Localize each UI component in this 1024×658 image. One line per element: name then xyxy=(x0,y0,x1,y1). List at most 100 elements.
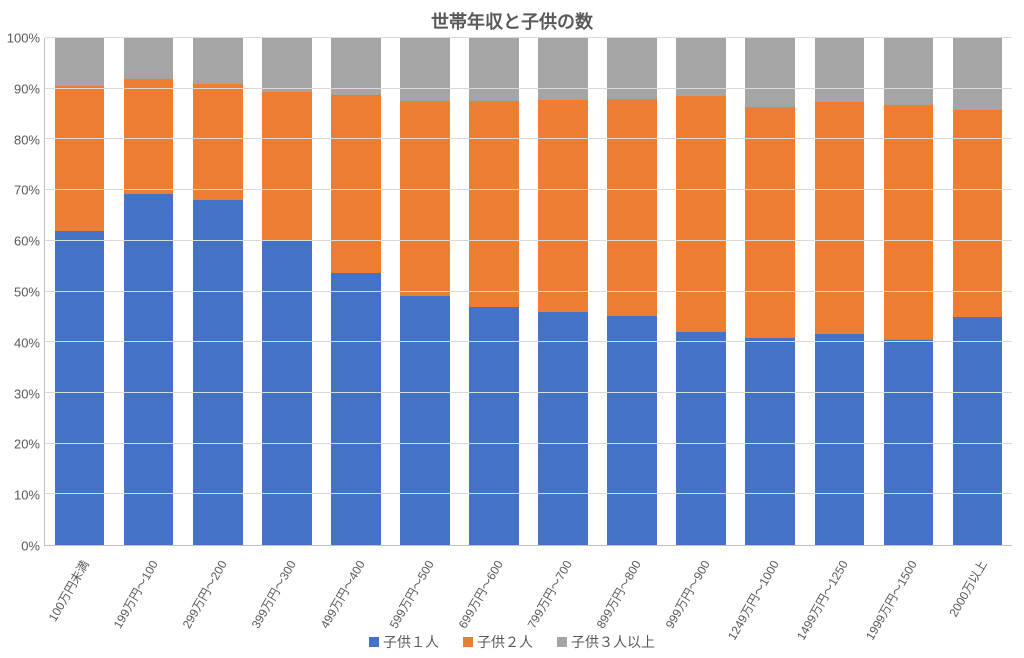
bar-segment xyxy=(538,100,588,311)
xtick-label: 700～799万円 xyxy=(561,557,576,566)
chart-container: 世帯年収と子供の数 100万円未満100～199万円200～299万円300～3… xyxy=(0,0,1024,658)
xtick-label: 2000万以上 xyxy=(976,557,991,566)
bar xyxy=(815,38,865,545)
xtick-label: 300～399万円 xyxy=(285,557,300,566)
ytick-label: 90% xyxy=(4,81,40,96)
xtick-label: 400～499万円 xyxy=(354,557,369,566)
ytick-label: 80% xyxy=(4,132,40,147)
gridline xyxy=(45,138,1012,139)
xtick-label: 1250～1499万円 xyxy=(837,557,852,566)
bar-segment xyxy=(676,332,726,545)
bar-slot: 2000万以上 xyxy=(943,38,1012,545)
bar-segment xyxy=(55,38,105,86)
xtick-label: 200～299万円 xyxy=(216,557,231,566)
bar-segment xyxy=(262,241,312,545)
bar-slot: 1500～1999万円 xyxy=(874,38,943,545)
ytick-label: 10% xyxy=(4,488,40,503)
bar-slot: 100万円未満 xyxy=(45,38,114,545)
xtick-label: 1500～1999万円 xyxy=(906,557,921,566)
bar-segment xyxy=(193,38,243,84)
bar xyxy=(400,38,450,545)
bar-slot: 800～899万円 xyxy=(598,38,667,545)
bar-segment xyxy=(469,38,519,101)
bar-slot: 300～399万円 xyxy=(252,38,321,545)
bar-slot: 1250～1499万円 xyxy=(805,38,874,545)
bar xyxy=(55,38,105,545)
ytick-label: 40% xyxy=(4,335,40,350)
ytick-label: 30% xyxy=(4,386,40,401)
bar-segment xyxy=(400,101,450,296)
gridline xyxy=(45,291,1012,292)
bar-segment xyxy=(538,38,588,100)
bar-slot: 1000～1249万円 xyxy=(736,38,805,545)
xtick-label: 800～899万円 xyxy=(630,557,645,566)
chart-title: 世帯年収と子供の数 xyxy=(0,8,1024,34)
bar-segment xyxy=(262,38,312,92)
bar-segment xyxy=(400,296,450,545)
gridline xyxy=(45,341,1012,342)
ytick-label: 70% xyxy=(4,183,40,198)
bar-segment xyxy=(953,38,1003,109)
bar-slot: 200～299万円 xyxy=(183,38,252,545)
bar-segment xyxy=(815,334,865,545)
xtick-label: 600～699万円 xyxy=(492,557,507,566)
legend-label: 子供２人 xyxy=(477,632,533,652)
bar xyxy=(193,38,243,545)
xtick-label: 1000～1249万円 xyxy=(768,557,783,566)
bar-segment xyxy=(607,99,657,317)
bar-segment xyxy=(745,107,795,338)
bar-slot: 100～199万円 xyxy=(114,38,183,545)
bar xyxy=(676,38,726,545)
gridline xyxy=(45,443,1012,444)
bar-segment xyxy=(676,96,726,332)
bar xyxy=(745,38,795,545)
bar-segment xyxy=(262,92,312,241)
bar xyxy=(262,38,312,545)
ytick-label: 100% xyxy=(4,31,40,46)
bar-segment xyxy=(124,194,174,545)
bar xyxy=(607,38,657,545)
legend-label: 子供１人 xyxy=(383,632,439,652)
bar-segment xyxy=(607,38,657,99)
legend-swatch xyxy=(369,637,379,647)
bar-segment xyxy=(953,317,1003,545)
bar-segment xyxy=(124,79,174,194)
legend-swatch xyxy=(557,637,567,647)
ytick-label: 20% xyxy=(4,437,40,452)
bar-segment xyxy=(469,101,519,307)
bar-segment xyxy=(331,273,381,545)
gridline xyxy=(45,493,1012,494)
ytick-label: 0% xyxy=(4,539,40,554)
bar-segment xyxy=(953,110,1003,318)
gridline xyxy=(45,392,1012,393)
bar-segment xyxy=(538,312,588,545)
bar-segment xyxy=(815,38,865,102)
bar-slot: 500～599万円 xyxy=(390,38,459,545)
plot-area: 100万円未満100～199万円200～299万円300～399万円400～49… xyxy=(44,38,1012,546)
bar xyxy=(124,38,174,545)
ytick-label: 60% xyxy=(4,234,40,249)
xtick-label: 900～999万円 xyxy=(699,557,714,566)
bars-group: 100万円未満100～199万円200～299万円300～399万円400～49… xyxy=(45,38,1012,545)
gridline xyxy=(45,88,1012,89)
bar-segment xyxy=(193,84,243,200)
bar-segment xyxy=(400,38,450,101)
bar-segment xyxy=(469,307,519,545)
bar-slot: 700～799万円 xyxy=(529,38,598,545)
legend-item: 子供１人 xyxy=(369,632,439,652)
bar-segment xyxy=(884,38,934,105)
legend-item: 子供２人 xyxy=(463,632,533,652)
xtick-label: 500～599万円 xyxy=(423,557,438,566)
legend: 子供１人 子供２人 子供３人以上 xyxy=(0,632,1024,652)
bar-segment xyxy=(55,231,105,545)
xtick-label: 100万円未満 xyxy=(78,557,93,566)
bar-segment xyxy=(815,102,865,334)
bar-segment xyxy=(745,338,795,545)
legend-item: 子供３人以上 xyxy=(557,632,655,652)
bar xyxy=(884,38,934,545)
bar-slot: 600～699万円 xyxy=(459,38,528,545)
bar xyxy=(538,38,588,545)
bar xyxy=(953,38,1003,545)
ytick-label: 50% xyxy=(4,285,40,300)
gridline xyxy=(45,189,1012,190)
